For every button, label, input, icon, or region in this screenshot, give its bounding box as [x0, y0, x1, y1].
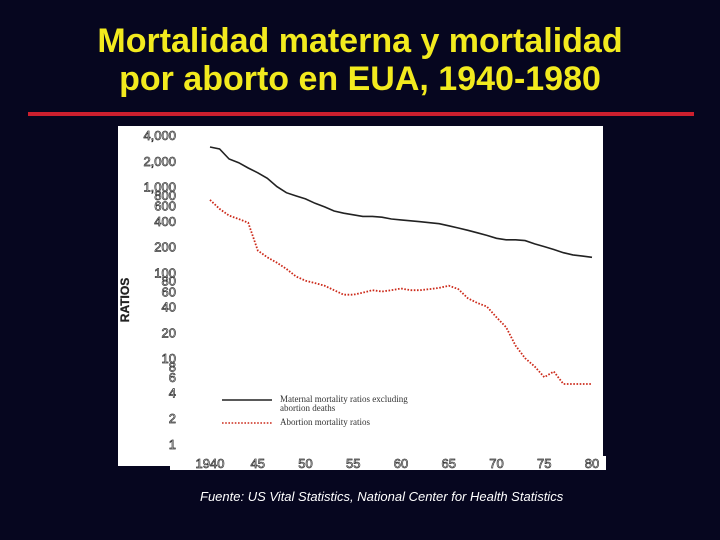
y-tick-label: 100 — [154, 265, 176, 280]
title-line-1: Mortalidad materna y mortalidad — [97, 22, 623, 60]
y-tick-label: 8 — [169, 360, 176, 375]
y-tick-label: 1 — [169, 437, 176, 452]
y-tick-label: 60 — [162, 284, 176, 299]
legend-label: Maternal mortality ratios excluding abort… — [280, 394, 408, 413]
x-tick-label: 55 — [346, 456, 360, 471]
y-axis-title: RATIOS — [118, 278, 132, 322]
maternal-mortality-line — [209, 146, 593, 259]
y-tick-label: 200 — [154, 240, 176, 255]
x-tick-label: 70 — [489, 456, 503, 471]
x-tick-label: 65 — [442, 456, 456, 471]
y-tick-label: 10 — [162, 351, 176, 366]
slide-title: Mortalidad materna y mortalidad por abor… — [0, 22, 720, 98]
y-tick-label: 40 — [162, 300, 176, 315]
y-tick-label: 20 — [162, 325, 176, 340]
legend-label: Abortion mortality ratios — [280, 417, 370, 427]
y-tick-label: 800 — [154, 188, 176, 203]
chart-panel — [118, 126, 603, 466]
y-tick-label: 600 — [154, 199, 176, 214]
x-tick-label: 1940 — [196, 456, 225, 471]
y-tick-label: 6 — [169, 370, 176, 385]
x-tick-label: 50 — [298, 456, 312, 471]
x-axis-strip — [170, 456, 606, 470]
y-tick-label: 1,000 — [143, 180, 176, 195]
y-tick-label: 2 — [169, 411, 176, 426]
y-tick-label: 4,000 — [143, 128, 176, 143]
y-tick-label: 4 — [169, 385, 176, 400]
source-note: Fuente: US Vital Statistics, National Ce… — [200, 489, 564, 504]
x-tick-label: 45 — [251, 456, 265, 471]
x-tick-label: 75 — [537, 456, 551, 471]
y-tick-label: 400 — [154, 214, 176, 229]
title-divider — [28, 112, 694, 116]
y-tick-label: 2,000 — [143, 154, 176, 169]
y-tick-label: 80 — [162, 274, 176, 289]
abortion-mortality-line — [209, 199, 592, 385]
title-line-2: por aborto en EUA, 1940-1980 — [119, 60, 601, 98]
x-tick-label: 80 — [585, 456, 599, 471]
x-tick-label: 60 — [394, 456, 408, 471]
